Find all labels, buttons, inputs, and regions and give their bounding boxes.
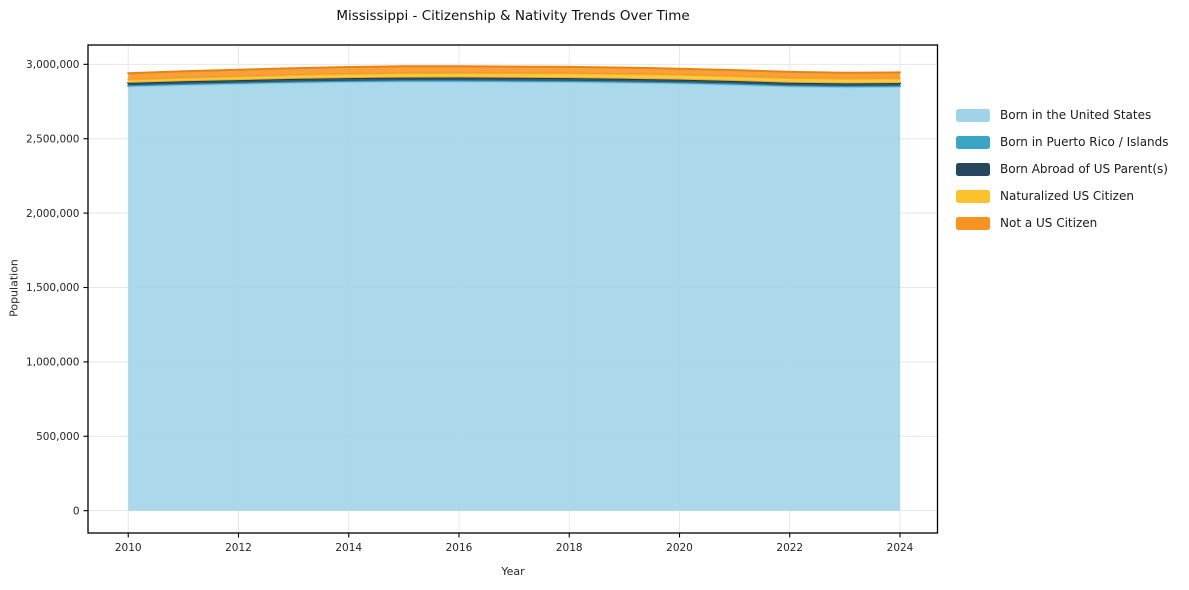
legend-swatch-naturalized-us-citizen <box>956 190 990 203</box>
y-tick-label: 1,500,000 <box>26 282 79 294</box>
y-tick-label: 500,000 <box>36 431 79 443</box>
area-edge-not-a-us-citizen <box>127 65 901 75</box>
legend-label-born-in-the-united-states: Born in the United States <box>1000 108 1152 122</box>
legend-swatch-born-abroad-of-us-parent-s <box>956 163 990 176</box>
area-born-abroad-of-us-parent-s <box>128 77 900 86</box>
legend-swatch-not-a-us-citizen <box>956 217 990 230</box>
y-tick-label: 2,000,000 <box>26 208 79 220</box>
legend: Born in the United States Born in Puerto … <box>956 109 1169 244</box>
x-axis-label: Year <box>501 565 525 578</box>
legend-label-naturalized-us-citizen: Naturalized US Citizen <box>1000 189 1134 203</box>
x-tick-label: 2016 <box>446 542 473 554</box>
x-tick-label: 2018 <box>556 542 583 554</box>
plot-border <box>87 44 939 534</box>
x-tick-label: 2010 <box>115 542 142 554</box>
legend-item-born-in-the-united-states: Born in the United States <box>956 109 1169 122</box>
legend-label-born-abroad-of-us-parent-s: Born Abroad of US Parent(s) <box>1000 162 1168 176</box>
legend-swatch-born-in-the-united-states <box>956 109 990 122</box>
legend-item-born-abroad-of-us-parent-s: Born Abroad of US Parent(s) <box>956 163 1169 176</box>
chart-title: Mississippi - Citizenship & Nativity Tre… <box>336 8 690 24</box>
x-tick-label: 2022 <box>776 542 803 554</box>
legend-item-born-in-puerto-rico-islands: Born in Puerto Rico / Islands <box>956 136 1169 149</box>
x-tick-label: 2024 <box>887 542 914 554</box>
y-tick-label: 2,500,000 <box>26 133 79 145</box>
y-axis-label: Population <box>7 259 21 317</box>
y-tick-label: 1,000,000 <box>26 357 79 369</box>
area-born-in-the-united-states <box>128 81 900 511</box>
x-tick-label: 2020 <box>666 542 693 554</box>
x-tick-label: 2012 <box>225 542 252 554</box>
legend-label-not-a-us-citizen: Not a US Citizen <box>1000 216 1098 230</box>
y-tick-label: 0 <box>73 505 80 517</box>
x-tick-label: 2014 <box>335 542 362 554</box>
legend-item-not-a-us-citizen: Not a US Citizen <box>956 217 1169 230</box>
legend-item-naturalized-us-citizen: Naturalized US Citizen <box>956 190 1169 203</box>
y-tick-label: 3,000,000 <box>26 59 79 71</box>
legend-label-born-in-puerto-rico-islands: Born in Puerto Rico / Islands <box>1000 135 1169 149</box>
legend-swatch-born-in-puerto-rico-islands <box>956 136 990 149</box>
